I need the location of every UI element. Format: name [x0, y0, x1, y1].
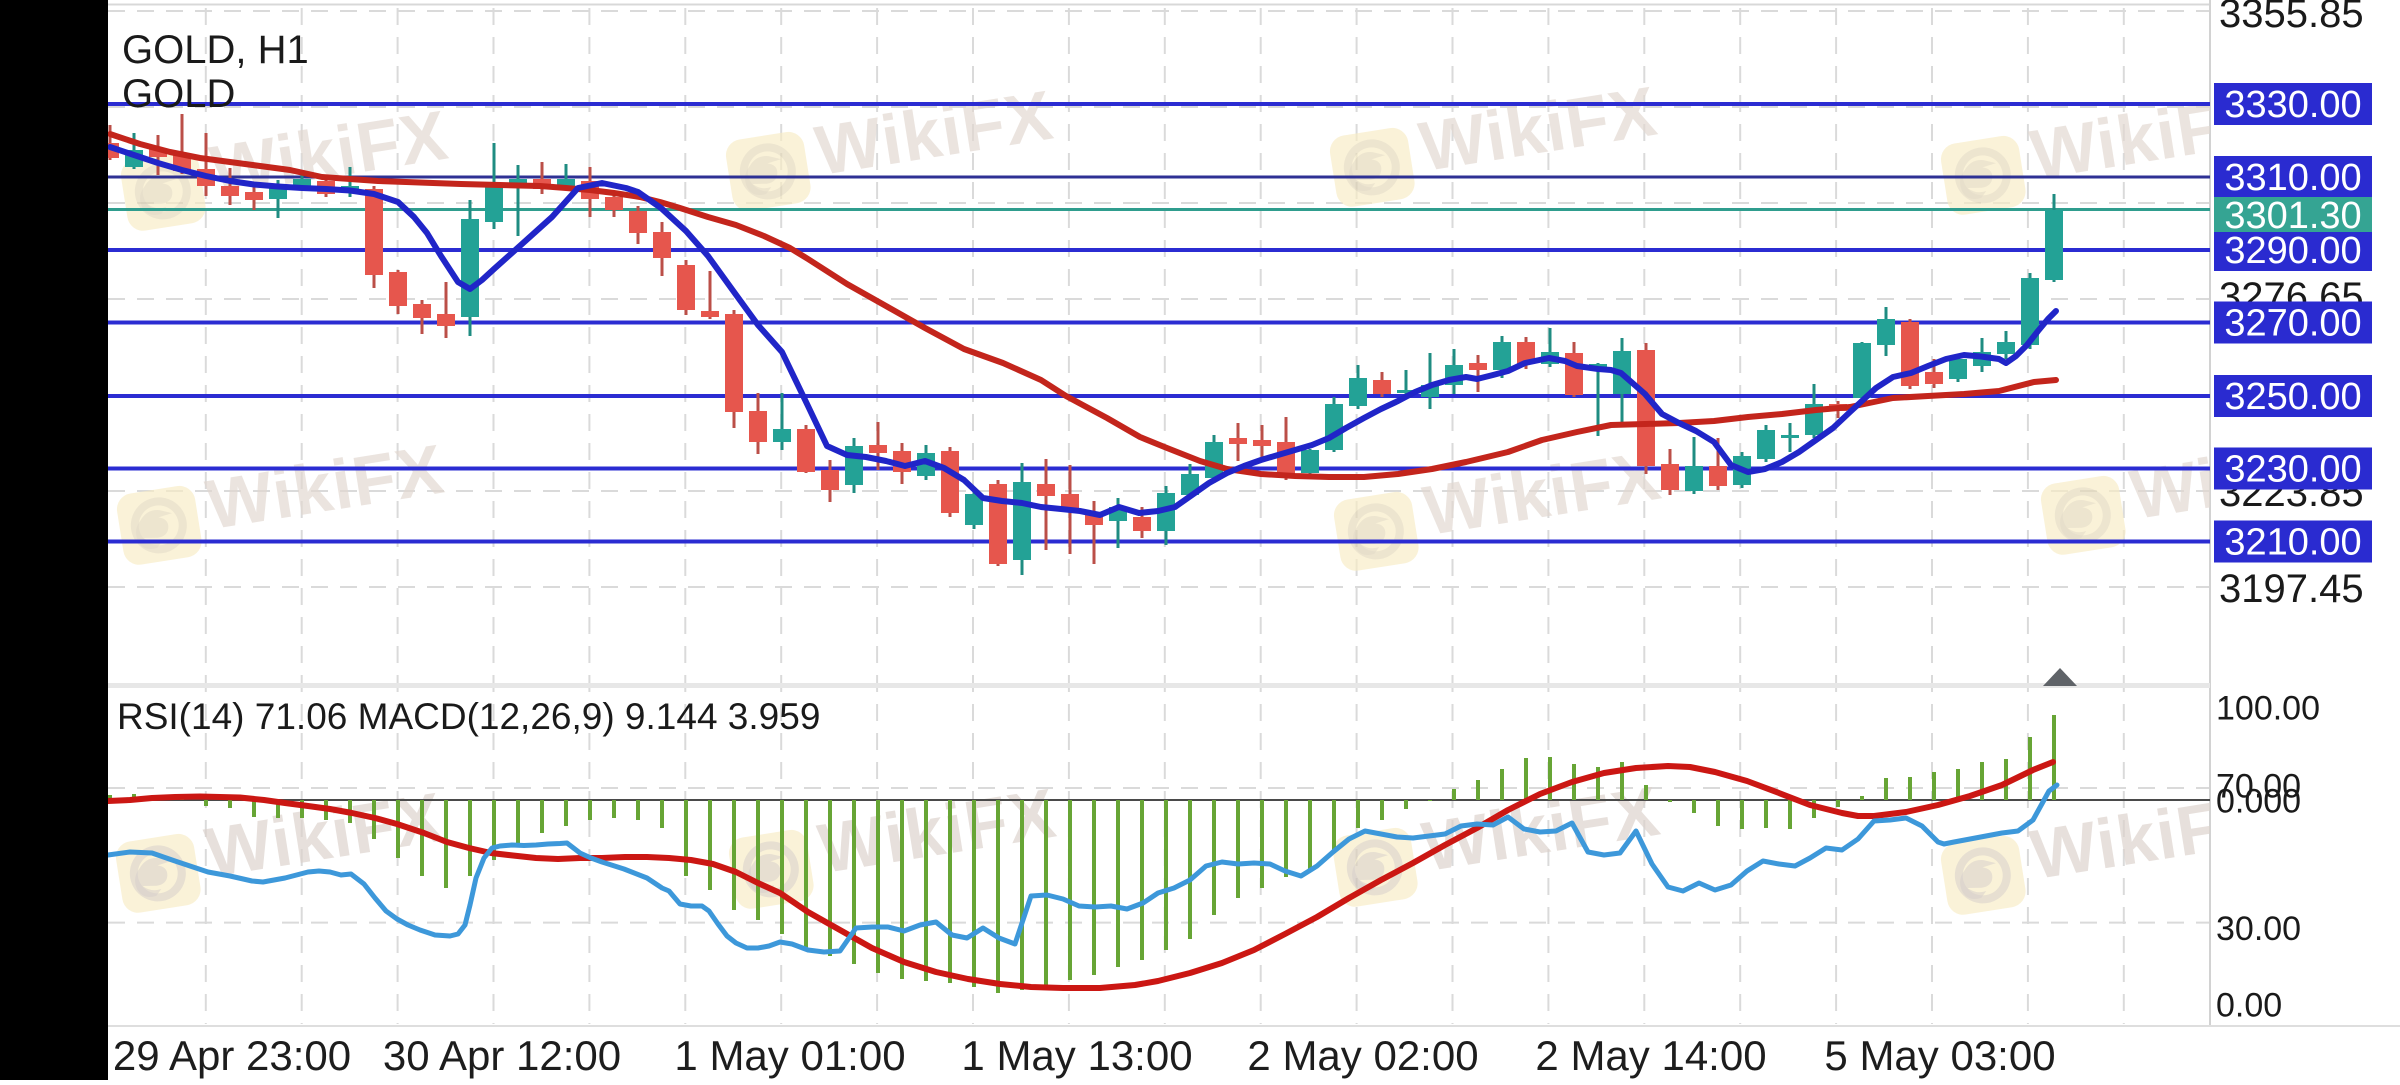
svg-text:GOLD: GOLD — [122, 72, 235, 116]
svg-text:3310.00: 3310.00 — [2224, 157, 2361, 199]
svg-text:2 May 14:00: 2 May 14:00 — [1535, 1032, 1766, 1079]
svg-text:1 May 13:00: 1 May 13:00 — [961, 1032, 1192, 1079]
svg-text:70.00: 70.00 — [2216, 768, 2301, 806]
svg-text:100.00: 100.00 — [2216, 690, 2320, 728]
svg-text:0.00: 0.00 — [2216, 987, 2282, 1025]
svg-text:3270.00: 3270.00 — [2224, 303, 2361, 345]
svg-text:3197.45: 3197.45 — [2219, 567, 2364, 611]
svg-text:3355.85: 3355.85 — [2219, 0, 2364, 36]
svg-text:1 May 01:00: 1 May 01:00 — [674, 1032, 905, 1079]
svg-text:30 Apr 12:00: 30 Apr 12:00 — [383, 1032, 621, 1079]
svg-text:3330.00: 3330.00 — [2224, 84, 2361, 126]
svg-text:3301.30: 3301.30 — [2224, 195, 2361, 237]
svg-text:RSI(14) 71.06 MACD(12,26,9) 9.: RSI(14) 71.06 MACD(12,26,9) 9.144 3.959 — [117, 696, 820, 737]
svg-text:30.00: 30.00 — [2216, 910, 2301, 948]
svg-text:3290.00: 3290.00 — [2224, 230, 2361, 272]
svg-text:3250.00: 3250.00 — [2224, 376, 2361, 418]
svg-text:5 May 03:00: 5 May 03:00 — [1824, 1032, 2055, 1079]
svg-text:29 Apr 23:00: 29 Apr 23:00 — [113, 1032, 351, 1079]
svg-text:GOLD, H1: GOLD, H1 — [122, 28, 309, 72]
svg-text:2 May 02:00: 2 May 02:00 — [1247, 1032, 1478, 1079]
svg-text:0.000: 0.000 — [2216, 783, 2301, 821]
svg-text:3230.00: 3230.00 — [2224, 449, 2361, 491]
svg-text:3210.00: 3210.00 — [2224, 522, 2361, 564]
